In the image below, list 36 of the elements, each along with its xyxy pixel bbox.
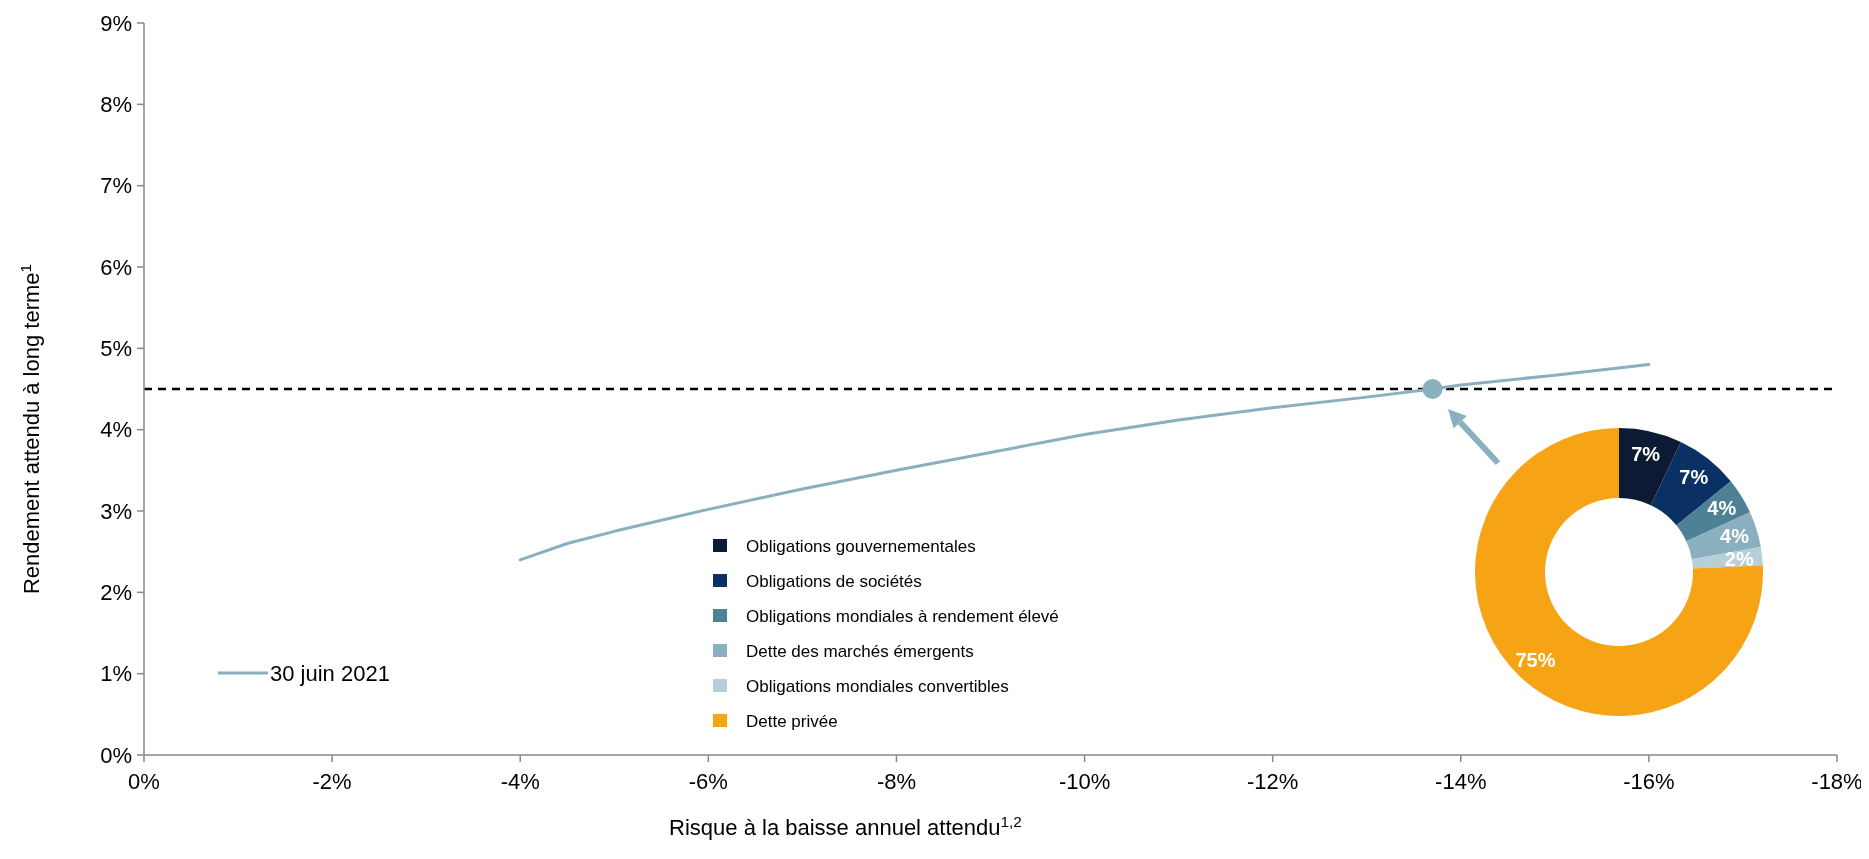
y-tick-label: 2%: [100, 580, 132, 606]
x-tick-label: -8%: [876, 769, 917, 794]
donut-slice: [1619, 428, 1681, 506]
legend-label: Dette des marchés émergents: [746, 641, 974, 661]
y-tick-label: 1%: [100, 661, 132, 687]
x-tick-label: 0%: [128, 769, 160, 794]
data-label: 7%: [1631, 442, 1661, 465]
y-tick-label: 6%: [100, 254, 132, 280]
x-axis-title: Risque à la baisse annuel attendu$^{1,2}$: [669, 812, 1022, 840]
x-tick-label: -12%: [1246, 769, 1299, 794]
data-label: 75%: [1515, 648, 1556, 671]
y-tick-label: 9%: [100, 10, 132, 36]
data-label: 2%: [1724, 547, 1754, 570]
y-tick-label: 0%: [100, 742, 132, 768]
legend-label: Dette privée: [746, 711, 838, 731]
y-tick-label: 5%: [100, 336, 132, 362]
legend-label: Obligations mondiales convertibles: [746, 676, 1009, 696]
y-tick-label: 3%: [100, 498, 132, 524]
y-tick-label: 7%: [100, 173, 132, 199]
data-label: 7%: [1679, 465, 1709, 488]
x-tick-label: -2%: [312, 769, 352, 794]
y-tick-label: 8%: [100, 92, 132, 118]
x-tick-label: -4%: [500, 769, 540, 794]
data-label: 4%: [1707, 497, 1737, 520]
legend-label: Obligations de sociétés: [746, 571, 922, 591]
legend-label: Obligations mondiales à rendement élevé: [746, 606, 1059, 626]
x-tick-label: -6%: [688, 769, 728, 794]
legend-label: 30 juin 2021: [270, 660, 390, 686]
data-label: 4%: [1720, 525, 1750, 548]
x-tick-label: -16%: [1623, 769, 1675, 794]
donut-slice: [1475, 428, 1763, 716]
x-tick-label: -14%: [1435, 769, 1487, 794]
y-tick-label: 4%: [100, 417, 132, 443]
x-tick-label: -10%: [1058, 769, 1111, 794]
x-tick-label: -18%: [1811, 769, 1863, 794]
legend-label: Obligations gouvernementales: [746, 536, 976, 556]
